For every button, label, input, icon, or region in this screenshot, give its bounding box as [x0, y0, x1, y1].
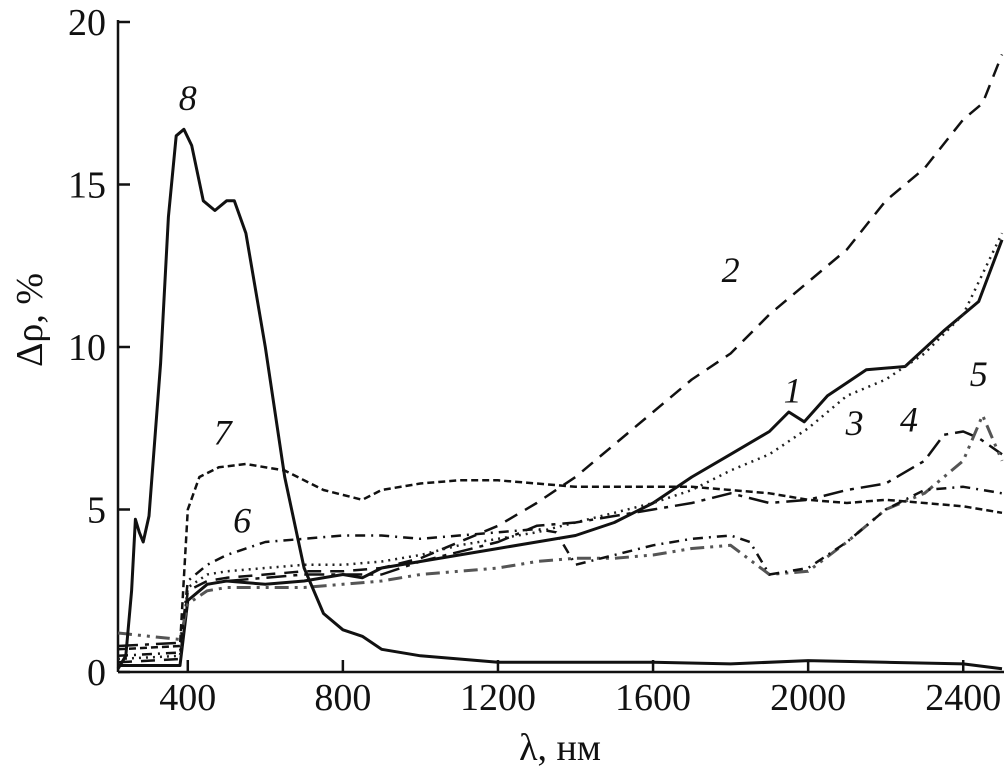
- series-line-6: [117, 485, 1003, 658]
- curve-label-8: 8: [179, 78, 197, 118]
- y-tick-label: 5: [87, 490, 106, 532]
- x-tick-label: 800: [314, 677, 371, 719]
- y-tick-label: 10: [68, 327, 106, 369]
- y-tick-label: 15: [68, 165, 106, 207]
- series-line-4: [117, 430, 1003, 648]
- curve-label-7: 7: [214, 413, 234, 453]
- x-tick-label: 1200: [460, 677, 536, 719]
- x-tick-label: 400: [159, 677, 216, 719]
- curve-label-6: 6: [233, 500, 251, 540]
- series-line-2: [117, 54, 1004, 664]
- series-line-8: [116, 127, 1003, 671]
- series-line-1: [118, 239, 1004, 667]
- y-axis-title: Δρ, %: [9, 273, 51, 367]
- curve-label-1: 1: [784, 370, 802, 410]
- curve-labels: 1 2 3 4 5 6 7 8: [179, 78, 988, 541]
- series-line-3: [117, 232, 1004, 661]
- series-layer: [116, 54, 1004, 671]
- x-axis-title: λ, нм: [519, 727, 601, 769]
- series-line-7: [117, 462, 1003, 651]
- y-tick-label: 20: [68, 2, 106, 44]
- curve-label-3: 3: [845, 403, 864, 443]
- curve-label-5: 5: [970, 354, 988, 394]
- x-tick-label: 2400: [925, 677, 1001, 719]
- x-tick-label: 2000: [770, 677, 846, 719]
- y-tick-label: 0: [87, 652, 106, 694]
- curve-label-2: 2: [722, 250, 740, 290]
- x-tick-label: 1600: [615, 677, 691, 719]
- curve-label-4: 4: [900, 400, 918, 440]
